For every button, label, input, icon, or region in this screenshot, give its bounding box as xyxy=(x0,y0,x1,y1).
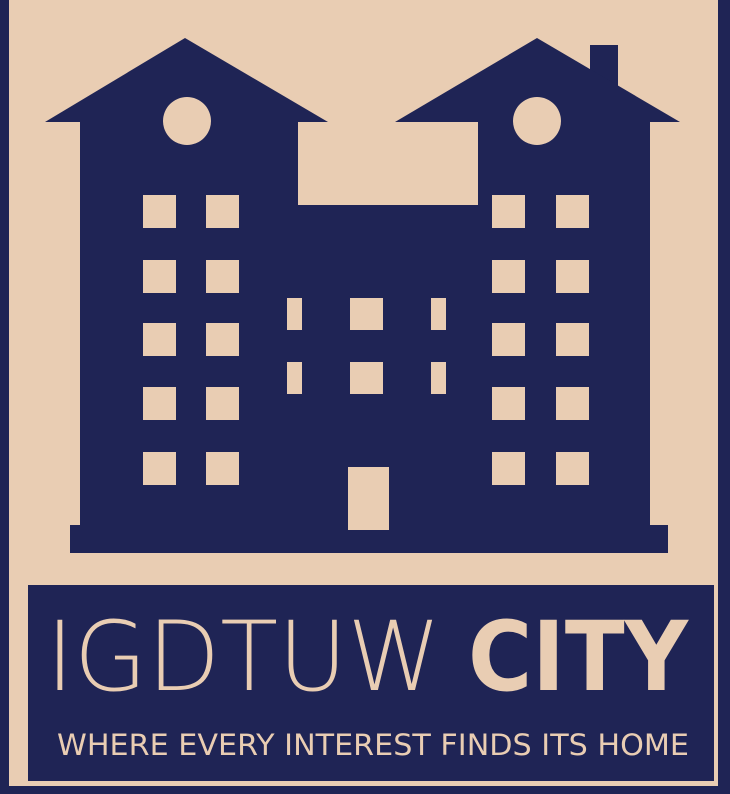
windows xyxy=(143,97,589,530)
window xyxy=(206,323,239,356)
window xyxy=(431,298,446,330)
window xyxy=(556,260,589,293)
name-light: IGDTUW xyxy=(46,601,441,713)
round-window xyxy=(163,97,211,145)
right-roof xyxy=(395,38,680,122)
window xyxy=(206,452,239,485)
window xyxy=(556,323,589,356)
window xyxy=(143,387,176,420)
left-roof xyxy=(45,38,328,122)
window xyxy=(492,452,525,485)
round-window xyxy=(513,97,561,145)
window xyxy=(287,362,302,394)
window xyxy=(350,298,383,330)
name-bold: CITY xyxy=(468,601,689,713)
window xyxy=(143,323,176,356)
window xyxy=(431,362,446,394)
left-tower xyxy=(80,120,298,530)
window xyxy=(492,323,525,356)
door xyxy=(348,467,389,530)
window xyxy=(206,260,239,293)
window xyxy=(556,387,589,420)
window xyxy=(143,195,176,228)
window xyxy=(556,452,589,485)
window xyxy=(143,260,176,293)
window xyxy=(492,387,525,420)
window-grid xyxy=(143,195,589,485)
banner xyxy=(28,585,714,781)
window xyxy=(492,260,525,293)
window xyxy=(206,387,239,420)
window xyxy=(350,362,383,394)
window xyxy=(492,195,525,228)
window xyxy=(143,452,176,485)
window xyxy=(206,195,239,228)
tagline: WHERE EVERY INTEREST FINDS ITS HOME xyxy=(57,728,689,762)
window xyxy=(556,195,589,228)
window xyxy=(287,298,302,330)
